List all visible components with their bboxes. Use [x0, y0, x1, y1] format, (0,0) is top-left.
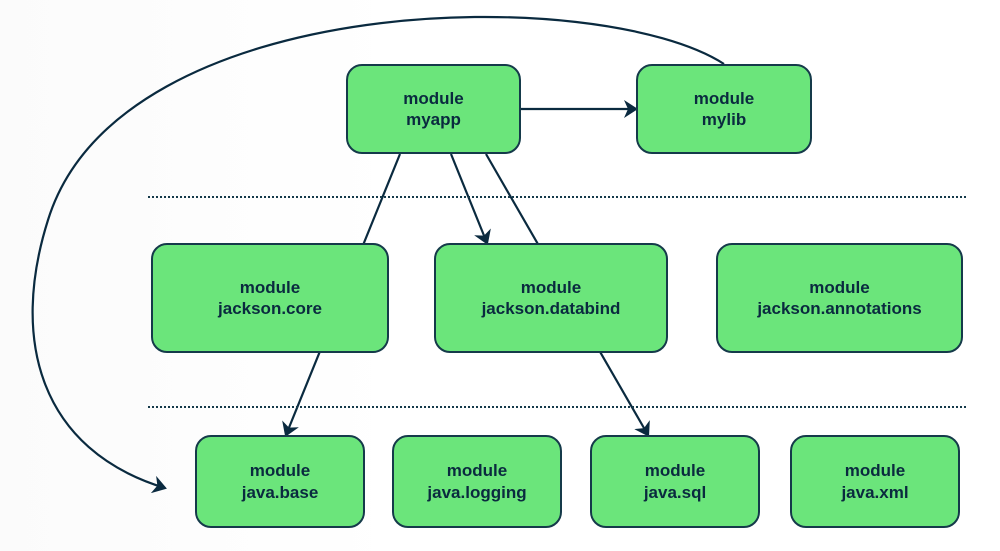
node-line2: jackson.annotations: [757, 298, 921, 319]
node-line1: module: [809, 277, 869, 298]
node-line2: jackson.core: [218, 298, 322, 319]
node-line2: myapp: [406, 109, 461, 130]
node-line2: java.sql: [644, 482, 706, 503]
node-line1: module: [403, 88, 463, 109]
node-line2: jackson.databind: [482, 298, 621, 319]
module-node-javaxml: modulejava.xml: [790, 435, 960, 528]
node-line1: module: [845, 460, 905, 481]
section-divider: [148, 406, 966, 408]
section-divider: [148, 196, 966, 198]
node-line1: module: [694, 88, 754, 109]
node-line1: module: [447, 460, 507, 481]
module-node-jdatabind: modulejackson.databind: [434, 243, 668, 353]
module-node-jannotations: modulejackson.annotations: [716, 243, 963, 353]
node-line1: module: [521, 277, 581, 298]
node-line2: java.base: [242, 482, 319, 503]
module-node-javasql: modulejava.sql: [590, 435, 760, 528]
module-node-jcore: modulejackson.core: [151, 243, 389, 353]
node-line1: module: [250, 460, 310, 481]
node-line1: module: [240, 277, 300, 298]
module-node-javabase: modulejava.base: [195, 435, 365, 528]
module-node-myapp: modulemyapp: [346, 64, 521, 154]
module-node-javalogging: modulejava.logging: [392, 435, 562, 528]
dependency-arrow: [451, 154, 487, 243]
diagram-canvas: modulemyappmodulemylibmodulejackson.core…: [0, 0, 1000, 551]
node-line1: module: [645, 460, 705, 481]
module-node-mylib: modulemylib: [636, 64, 812, 154]
node-line2: java.logging: [427, 482, 526, 503]
node-line2: java.xml: [841, 482, 908, 503]
node-line2: mylib: [702, 109, 746, 130]
